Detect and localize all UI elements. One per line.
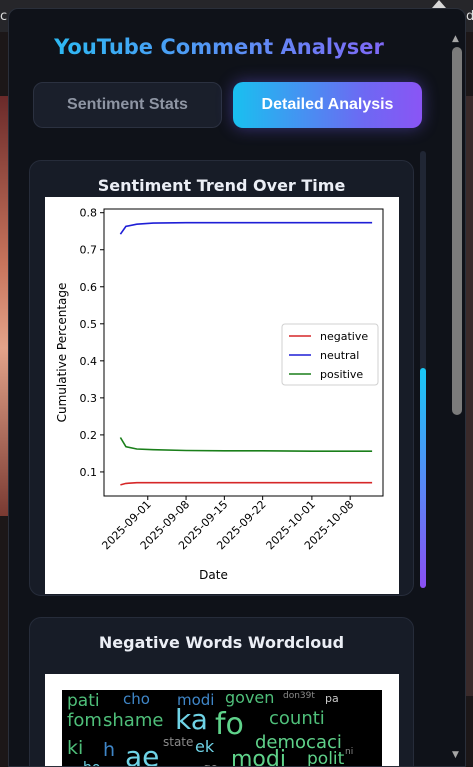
wordcloud-word: ki	[67, 737, 83, 759]
legend-label-negative: negative	[320, 330, 368, 343]
series-line-positive	[119, 437, 373, 452]
negative-wordcloud-image: pati cho modi goven don39t pa fom shame ka fo coun…	[45, 674, 399, 767]
analysis-content: Sentiment Trend Over Time 0.1 0.2 0.3 0.4 0.…	[9, 149, 465, 767]
tab-detailed-analysis[interactable]: Detailed Analysis	[233, 82, 422, 128]
content-scrollbar-thumb[interactable]	[420, 368, 426, 588]
scroll-down-arrow-icon[interactable]: ▼	[452, 750, 459, 760]
wordcloud-word: democaci	[255, 732, 342, 753]
sentiment-trend-chart: 0.1 0.2 0.3 0.4 0.5 0.6 0.7 0.8 2025-09-01 2025-0…	[45, 197, 399, 594]
y-tick-label: 0.7	[80, 244, 98, 257]
sentiment-trend-card: Sentiment Trend Over Time 0.1 0.2 0.3 0.4 0.…	[29, 160, 414, 596]
sentiment-trend-plot: 0.10.20.30.40.50.60.70.82025-09-012025-0…	[55, 207, 384, 582]
wordcloud-word: go	[203, 761, 218, 767]
wordcloud-word: bo	[83, 760, 100, 767]
popup-scrollbar-thumb[interactable]	[452, 47, 462, 415]
wordcloud-word: cho	[123, 690, 150, 708]
x-axis-label: Date	[199, 568, 228, 582]
legend-label-positive: positive	[320, 368, 363, 381]
y-tick-label: 0.1	[80, 466, 98, 479]
wordcloud-canvas: pati cho modi goven don39t pa fom shame ka fo coun…	[62, 688, 382, 767]
y-tick-label: 0.5	[80, 318, 98, 331]
wordcloud-word: fo	[215, 707, 244, 742]
card-title: Negative Words Wordcloud	[98, 633, 345, 652]
wordcloud-word: fom	[67, 710, 102, 731]
negative-wordcloud-card: Negative Words Wordcloud pati cho modi gove…	[29, 617, 414, 767]
background-video-edge	[465, 96, 473, 696]
wordcloud-word: goven	[225, 688, 274, 707]
y-axis-label: Cumulative Percentage	[55, 283, 69, 423]
chart-legend	[281, 323, 379, 386]
card-title: Sentiment Trend Over Time	[97, 176, 346, 195]
plot-frame	[103, 208, 384, 497]
wordcloud-word: ni	[345, 747, 353, 757]
background-text-fragment: c	[0, 9, 8, 24]
wordcloud-word: modi	[231, 747, 286, 767]
y-tick-label: 0.4	[80, 355, 98, 368]
wordcloud-word: ek	[195, 737, 215, 756]
popup-caret	[432, 0, 446, 8]
background-video-thumbnail	[0, 96, 8, 516]
wordcloud-word: polit	[307, 749, 345, 767]
series-line-neutral	[119, 221, 373, 235]
tab-sentiment-stats[interactable]: Sentiment Stats	[33, 82, 222, 128]
legend-label-neutral: neutral	[320, 349, 359, 362]
y-tick-label: 0.3	[80, 392, 98, 405]
wordcloud-word: ae	[125, 740, 159, 767]
series-line-negative	[120, 481, 373, 486]
scroll-up-arrow-icon[interactable]: ▲	[452, 34, 459, 44]
y-tick-label: 0.2	[80, 429, 98, 442]
wordcloud-word: pati	[67, 691, 100, 711]
wordcloud-word: ka	[175, 703, 208, 736]
app-title: YouTube Comment Analyser	[9, 35, 429, 59]
y-tick-label: 0.8	[80, 207, 98, 220]
y-tick-label: 0.6	[80, 281, 98, 294]
extension-popup: YouTube Comment Analyser Sentiment Stats…	[8, 8, 466, 767]
wordcloud-word: counti	[269, 708, 325, 729]
wordcloud-word: modi	[177, 691, 214, 709]
wordcloud-word: pa	[325, 692, 339, 705]
wordcloud-word: don39t	[283, 691, 315, 701]
background-text-fragment: d	[466, 9, 473, 24]
wordcloud-word: h	[103, 739, 115, 761]
wordcloud-word: shame	[103, 710, 163, 731]
wordcloud-word: state	[163, 735, 193, 749]
